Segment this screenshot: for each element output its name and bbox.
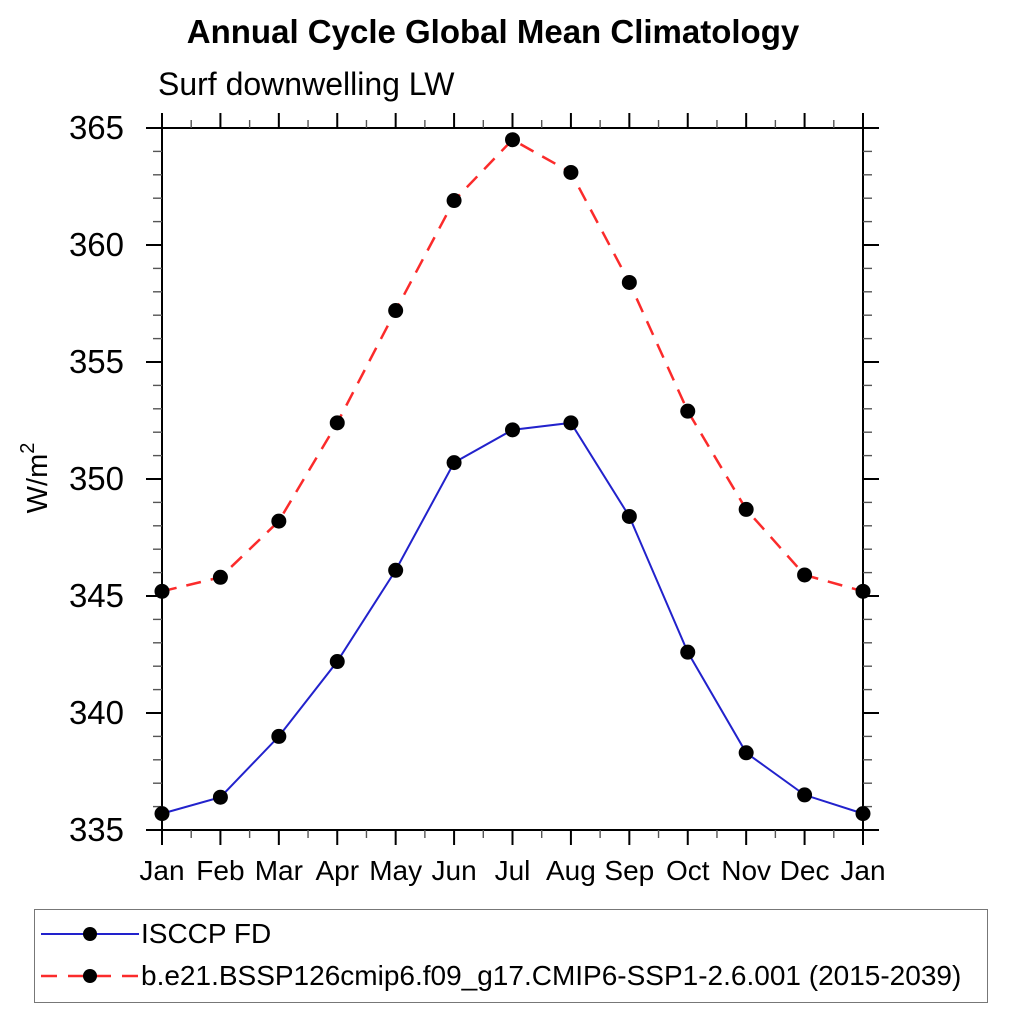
chart-subtitle: Surf downwelling LW (158, 66, 455, 102)
x-tick-label: Sep (604, 855, 654, 886)
data-point-series-0 (797, 787, 813, 803)
y-axis-label: W/m2 (17, 443, 54, 514)
legend-line-sample-solid (41, 927, 139, 941)
x-tick-label: Jan (840, 855, 885, 886)
y-tick-label: 335 (69, 811, 124, 848)
x-tick-label: Nov (721, 855, 771, 886)
data-point-series-0 (505, 422, 520, 438)
legend-label: ISCCP FD (141, 918, 272, 949)
y-axis-label-base: W/m (22, 454, 54, 514)
data-point-series-0 (388, 562, 404, 578)
y-tick-label: 350 (69, 460, 124, 497)
data-point-series-1 (797, 567, 813, 583)
data-point-series-1 (621, 274, 637, 290)
data-point-series-0 (271, 728, 287, 744)
data-point-series-1 (738, 501, 754, 517)
data-point-series-0 (621, 508, 637, 524)
series-line-1 (161, 138, 864, 593)
series-line-0 (161, 421, 864, 815)
x-tick-label: Feb (196, 855, 244, 886)
legend-item-model-run: b.e21.BSSP126cmip6.f09_g17.CMIP6-SSP1-2.… (39, 961, 961, 991)
data-series (154, 132, 871, 822)
axes-and-ticks (146, 113, 879, 845)
data-point-series-1 (388, 303, 404, 319)
data-point-series-1 (212, 569, 228, 585)
x-tick-label: May (369, 855, 422, 886)
x-tick-label: Oct (666, 855, 710, 886)
data-point-series-0 (446, 455, 462, 471)
legend-marker-dot (83, 927, 97, 941)
data-point-series-0 (154, 806, 170, 822)
x-tick-label: Jun (432, 855, 477, 886)
x-tick-label: Dec (780, 855, 830, 886)
data-point-series-0 (855, 806, 871, 822)
data-point-series-1 (680, 403, 696, 419)
data-point-series-1 (505, 132, 520, 148)
x-tick-labels: Jan Feb Mar Apr May Jun Jul Aug Sep Oct Nov Dec Jan (139, 855, 885, 886)
annual-cycle-line-chart: Annual Cycle Global Mean Climatology Sur… (17, 13, 886, 886)
x-tick-label: Apr (315, 855, 359, 886)
data-point-series-0 (738, 745, 754, 761)
x-tick-label: Jul (495, 855, 531, 886)
x-tick-label: Jan (139, 855, 184, 886)
x-tick-label: Aug (546, 855, 596, 886)
y-tick-labels: 335 340 345 350 355 360 365 (69, 109, 124, 848)
data-point-series-0 (329, 654, 345, 670)
data-point-series-1 (329, 415, 345, 431)
data-point-series-0 (212, 789, 228, 805)
legend-box: ISCCP FD b.e21.BSSP126cmip6.f09_g17.CMIP… (34, 909, 988, 1003)
y-tick-label: 345 (69, 577, 124, 614)
y-tick-label: 340 (69, 694, 124, 731)
y-tick-label: 360 (69, 226, 124, 263)
data-point-series-1 (271, 513, 287, 529)
data-point-series-1 (154, 583, 170, 599)
y-tick-label: 365 (69, 109, 124, 146)
x-tick-label: Mar (255, 855, 303, 886)
y-tick-label: 355 (69, 343, 124, 380)
data-point-series-1 (563, 164, 579, 180)
legend-marker-dot (83, 969, 97, 983)
chart-title: Annual Cycle Global Mean Climatology (187, 13, 800, 50)
legend-item-isccp-fd: ISCCP FD (39, 919, 271, 949)
plot-frame (161, 127, 864, 831)
data-point-series-1 (446, 193, 462, 209)
legend-line-sample-dashed (41, 969, 139, 983)
data-point-series-0 (563, 415, 579, 431)
y-axis-label-exponent: 2 (17, 443, 39, 454)
data-point-series-0 (680, 644, 696, 660)
legend-label: b.e21.BSSP126cmip6.f09_g17.CMIP6-SSP1-2.… (141, 960, 962, 991)
data-point-series-1 (855, 583, 871, 599)
